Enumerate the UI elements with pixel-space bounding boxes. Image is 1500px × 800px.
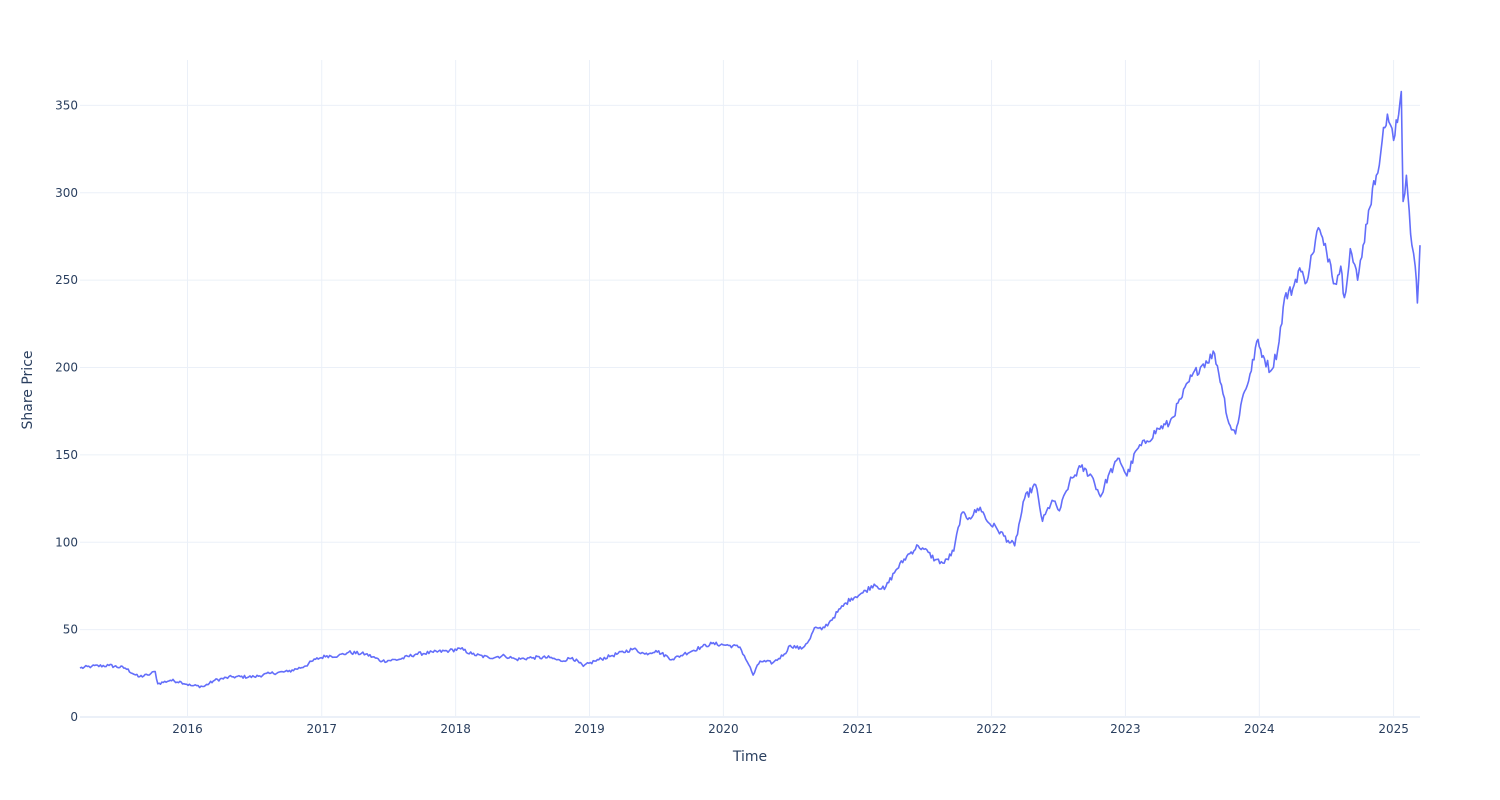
x-tick-2023: 2023	[1110, 722, 1141, 736]
y-tick-labels: 0 50 100 150 200 250 300 350	[55, 98, 78, 724]
y-axis-title: Share Price	[20, 350, 36, 429]
x-tick-2025: 2025	[1378, 722, 1409, 736]
y-tick-150: 150	[55, 448, 78, 462]
series-line	[79, 90, 1421, 689]
x-tick-2022: 2022	[976, 722, 1007, 736]
x-tick-2017: 2017	[306, 722, 337, 736]
x-tick-labels: 2016 2017 2018 2019 2020 2021 2022 2023 2024 2025	[172, 722, 1409, 736]
y-tick-200: 200	[55, 361, 78, 375]
y-tick-250: 250	[55, 273, 78, 287]
y-tick-100: 100	[55, 535, 78, 549]
x-tick-2024: 2024	[1244, 722, 1275, 736]
y-gridlines	[80, 104, 1420, 718]
x-tick-2018: 2018	[440, 722, 471, 736]
y-tick-350: 350	[55, 98, 78, 112]
x-gridlines	[186, 60, 1395, 717]
x-tick-2019: 2019	[574, 722, 605, 736]
x-tick-2020: 2020	[708, 722, 739, 736]
y-tick-50: 50	[63, 623, 78, 637]
x-axis-title: Time	[732, 749, 767, 765]
x-tick-2021: 2021	[842, 722, 873, 736]
series-layer	[79, 90, 1421, 689]
y-tick-300: 300	[55, 186, 78, 200]
x-tick-2016: 2016	[172, 722, 203, 736]
y-tick-0: 0	[70, 710, 78, 724]
